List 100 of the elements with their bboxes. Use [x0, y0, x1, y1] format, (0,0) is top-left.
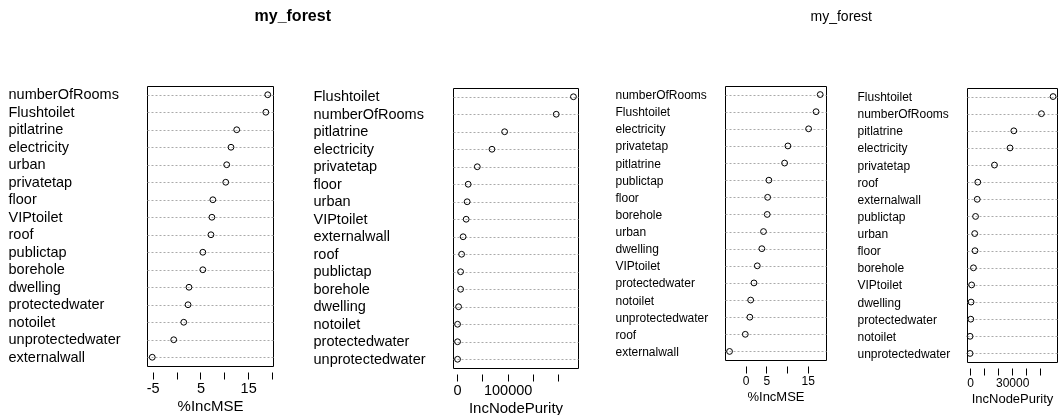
point: [222, 178, 230, 186]
y-tick-label: borehole: [615, 207, 663, 222]
point: [199, 266, 207, 274]
point: [781, 159, 789, 167]
point: [970, 264, 977, 272]
point: [454, 355, 461, 363]
y-tick-label: unprotectedwater: [8, 331, 121, 348]
y-tick-label: numberOfRooms: [615, 88, 707, 103]
x-tick-label: 0: [453, 381, 462, 398]
point: [264, 91, 272, 99]
point: [199, 248, 207, 256]
point: [746, 313, 754, 321]
y-tick-label: roof: [313, 245, 340, 262]
y-tick-label: Flushtoilet: [8, 103, 75, 120]
y-tick-label: roof: [8, 226, 35, 243]
point: [464, 180, 472, 188]
point: [765, 176, 773, 184]
y-tick-label: numberOfRooms: [313, 105, 424, 122]
y-tick-label: borehole: [8, 261, 65, 278]
point: [462, 215, 470, 223]
y-tick-label: privatetap: [313, 158, 378, 175]
y-tick-label: floor: [857, 244, 881, 259]
point: [473, 163, 481, 171]
x-axis-title: IncNodePurity: [971, 390, 1054, 406]
y-tick-label: privatetap: [8, 173, 73, 190]
point: [966, 350, 974, 357]
point: [552, 110, 560, 118]
point: [991, 161, 998, 169]
point: [457, 268, 465, 276]
point: [209, 196, 217, 204]
x-axis-title: %IncMSE: [177, 397, 244, 414]
y-tick-label: electricity: [8, 138, 70, 155]
y-tick-label: unprotectedwater: [857, 346, 951, 361]
y-tick-label: dwelling: [8, 278, 61, 295]
point: [223, 161, 231, 169]
y-tick-label: VIPtoilet: [8, 208, 63, 225]
y-tick-label: externalwall: [313, 228, 391, 245]
point: [458, 250, 466, 258]
point: [760, 228, 767, 235]
chart-title: my_forest: [254, 7, 332, 24]
point: [973, 195, 981, 203]
y-tick-label: urban: [313, 193, 351, 210]
point: [974, 178, 982, 186]
point: [148, 353, 156, 361]
chart-title: my_forest: [810, 8, 873, 24]
y-tick-label: VIPtoilet: [313, 210, 368, 227]
x-tick-label: 0: [742, 373, 750, 388]
y-tick-label: protectedwater: [313, 333, 410, 350]
point: [784, 142, 792, 150]
point: [967, 298, 975, 306]
point: [207, 231, 215, 239]
y-tick-label: numberOfRooms: [8, 86, 119, 103]
point: [233, 126, 241, 134]
point: [454, 320, 461, 328]
y-tick-label: VIPtoilet: [857, 278, 903, 293]
point: [971, 230, 979, 237]
y-tick-label: pitlatrine: [8, 121, 64, 138]
y-tick-label: pitlatrine: [857, 124, 904, 139]
y-tick-label: externalwall: [8, 348, 86, 365]
point: [763, 211, 771, 218]
point: [227, 143, 235, 151]
point: [262, 108, 270, 116]
y-tick-label: urban: [615, 225, 647, 240]
y-tick-label: Flushtoilet: [857, 90, 913, 105]
x-tick-label: 15: [240, 379, 257, 396]
y-tick-label: externalwall: [615, 344, 679, 359]
y-tick-label: numberOfRooms: [857, 107, 949, 122]
x-tick-label: -5: [146, 379, 160, 396]
point: [208, 213, 216, 221]
y-tick-label: notoilet: [8, 313, 56, 330]
y-tick-label: unprotectedwater: [313, 350, 426, 367]
point: [1038, 110, 1045, 118]
point: [764, 193, 772, 201]
point: [185, 283, 193, 291]
point: [501, 128, 509, 136]
y-tick-label: roof: [857, 175, 879, 190]
y-tick-label: protectedwater: [857, 312, 937, 327]
y-tick-label: protectedwater: [8, 296, 105, 313]
x-tick-label: 5: [763, 373, 771, 388]
y-tick-label: privatetap: [857, 158, 911, 173]
y-tick-label: notoilet: [857, 329, 897, 344]
y-tick-label: publictap: [615, 173, 664, 188]
point: [570, 93, 577, 101]
x-tick-label: 5: [196, 379, 205, 396]
y-tick-label: pitlatrine: [615, 156, 662, 171]
y-tick-label: notoilet: [615, 293, 655, 308]
y-tick-label: electricity: [313, 140, 375, 157]
point: [972, 213, 979, 220]
point: [805, 125, 813, 133]
point: [454, 338, 461, 346]
point: [455, 303, 462, 311]
point: [1049, 93, 1057, 100]
y-tick-label: Flushtoilet: [615, 105, 671, 120]
point: [180, 318, 188, 326]
y-tick-label: publictap: [8, 243, 67, 260]
x-axis-title: %IncMSE: [747, 388, 805, 404]
point: [750, 279, 758, 287]
y-tick-label: publictap: [857, 209, 906, 224]
y-tick-label: protectedwater: [615, 276, 695, 291]
x-tick-label: 15: [801, 373, 816, 388]
